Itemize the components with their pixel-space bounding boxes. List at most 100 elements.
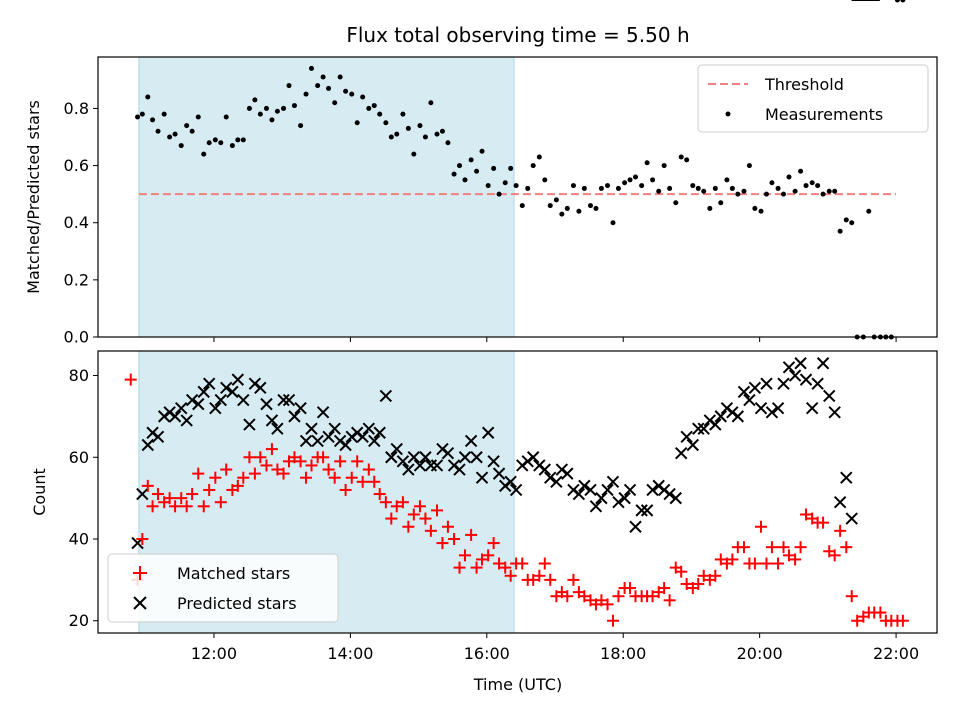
matched-point — [476, 553, 489, 566]
predicted-point — [316, 406, 330, 419]
predicted-point — [180, 414, 193, 427]
count-y-axis-label: Count — [30, 468, 49, 516]
matched-point — [345, 471, 358, 484]
measurement-point — [746, 163, 752, 169]
ratio-shaded-span — [138, 56, 515, 338]
matched-point — [288, 451, 301, 464]
matched-point — [567, 573, 580, 586]
matched-point — [186, 488, 199, 501]
predicted-point — [282, 393, 296, 407]
legend-measurements-label: Measurements — [765, 105, 883, 124]
measurement-point — [167, 134, 173, 140]
measurement-point — [457, 163, 463, 169]
ratio-legend-box — [697, 64, 929, 133]
ratio-y-tick-label: 0.4 — [64, 213, 89, 232]
ratio-y-tick-label: 0.2 — [64, 270, 89, 289]
matched-point — [305, 459, 318, 472]
measurement-point — [343, 88, 349, 94]
measurement-point — [622, 180, 628, 186]
predicted-point — [237, 393, 250, 407]
matched-point — [765, 541, 778, 554]
predicted-point — [492, 467, 506, 480]
predicted-point — [294, 402, 307, 415]
predicted-point — [845, 512, 858, 525]
legend-predicted-swatch — [133, 596, 147, 610]
predicted-point — [356, 430, 369, 444]
matched-point — [300, 471, 313, 484]
measurement-point — [536, 154, 542, 160]
matched-point — [163, 492, 176, 505]
measurement-point — [252, 97, 258, 103]
predicted-point — [151, 430, 165, 444]
predicted-point — [136, 487, 149, 501]
matched-point — [385, 512, 398, 525]
predicted-point — [589, 500, 603, 513]
predicted-point — [260, 397, 273, 411]
predicted-point — [481, 426, 495, 439]
measurement-point — [593, 205, 599, 211]
measurement-point — [581, 185, 587, 191]
measurement-point — [707, 205, 713, 211]
measurement-point — [274, 108, 280, 114]
predicted-point — [243, 418, 256, 431]
matched-point — [760, 557, 773, 570]
predicted-point — [538, 463, 551, 476]
predicted-point — [430, 459, 444, 472]
predicted-point — [578, 479, 591, 493]
predicted-point — [794, 357, 807, 370]
count-x-ticks: 12:00 14:00 16:00 18:00 20:00 22:00 — [191, 633, 919, 663]
predicted-point — [441, 446, 455, 460]
measurement-point — [849, 220, 855, 226]
predicted-point — [368, 434, 381, 448]
measurement-point — [422, 134, 428, 140]
matched-point — [271, 463, 284, 476]
predicted-point — [509, 483, 523, 497]
matched-point — [441, 520, 454, 533]
legend-matched-swatch — [133, 566, 147, 580]
measurement-point — [326, 85, 332, 91]
measurement-point — [485, 183, 491, 189]
matched-point — [322, 463, 335, 476]
measurement-point — [439, 128, 445, 134]
predicted-point — [816, 357, 830, 370]
predicted-point — [487, 455, 500, 468]
predicted-point — [680, 430, 693, 444]
predicted-point — [584, 483, 597, 497]
matched-point — [834, 524, 847, 537]
count-legend-box — [107, 553, 339, 623]
matched-point — [561, 590, 574, 603]
matched-point — [197, 500, 210, 513]
matched-point — [431, 504, 444, 517]
measurement-point — [650, 177, 656, 183]
matched-point — [317, 451, 330, 464]
measurement-point — [570, 183, 576, 189]
measurement-point — [843, 217, 849, 223]
matched-point — [646, 590, 659, 603]
measurement-point — [445, 140, 451, 146]
ratio-y-ticks: 0.0 0.2 0.4 0.6 0.8 — [64, 99, 98, 347]
matched-point — [254, 451, 267, 464]
legend-matched-label: Matched stars — [177, 564, 290, 583]
matched-point — [146, 500, 159, 513]
predicted-point — [601, 483, 614, 497]
matched-point — [339, 483, 352, 496]
predicted-point — [709, 418, 722, 431]
matched-point — [413, 500, 426, 513]
predicted-point — [640, 504, 654, 517]
x-tick-label: 12:00 — [191, 644, 237, 663]
predicted-point — [141, 438, 155, 452]
matched-point — [538, 557, 551, 570]
measurement-point — [798, 168, 804, 174]
predicted-point — [271, 422, 284, 435]
predicted-point — [231, 373, 245, 386]
measurement-point — [741, 188, 747, 194]
measurement-point — [223, 114, 229, 120]
count-points — [124, 0, 909, 627]
matched-point — [527, 573, 540, 586]
measurement-point — [866, 208, 872, 214]
measurement-point — [820, 191, 826, 197]
measurement-point — [332, 100, 338, 106]
ratio-y-tick-label: 0.8 — [64, 99, 89, 118]
measurement-point — [502, 180, 508, 186]
measurement-point — [320, 74, 326, 80]
